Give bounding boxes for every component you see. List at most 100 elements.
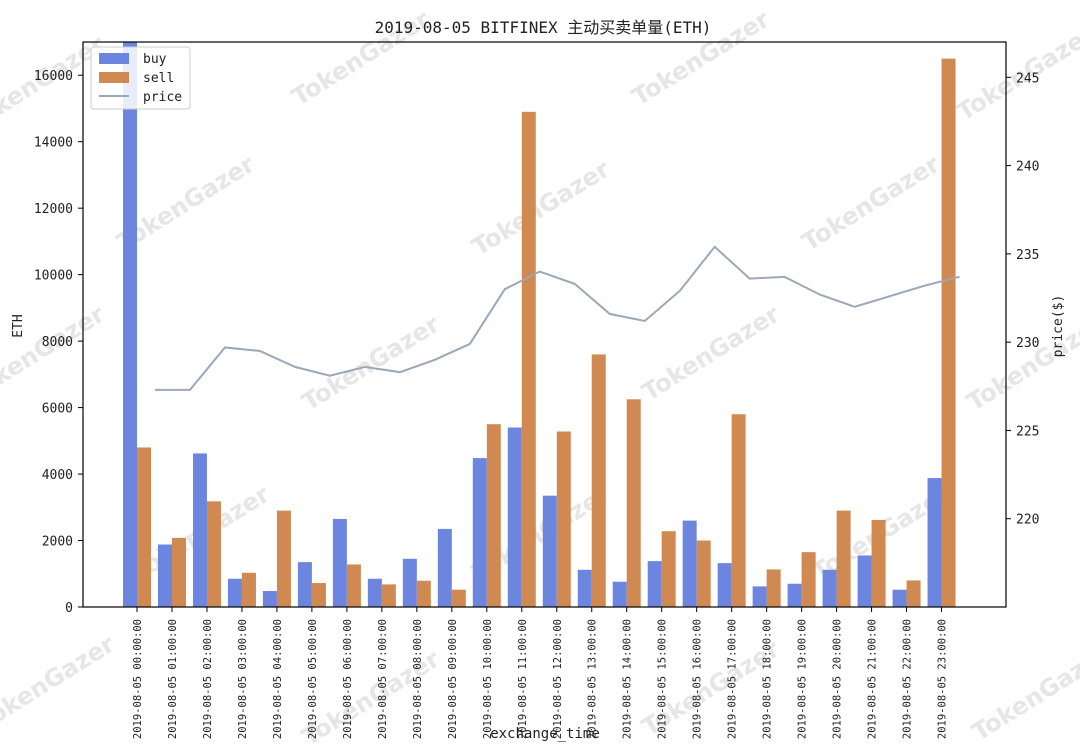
chart-title: 2019-08-05 BITFINEX 主动买卖单量(ETH): [375, 18, 712, 37]
sell-bar: [556, 431, 571, 607]
buy-bar: [507, 427, 522, 607]
sell-bar: [521, 111, 536, 607]
watermark-text: TokenGazer: [467, 155, 615, 262]
buy-bar: [577, 569, 592, 607]
buy-bar: [647, 561, 662, 607]
x-tick-label: 2019-08-05 12:00:00: [552, 619, 564, 739]
buy-bar: [542, 495, 557, 607]
sell-bar: [381, 584, 396, 607]
sell-bar: [941, 58, 956, 607]
sell-bar: [486, 424, 501, 607]
y2-tick-label: 225: [1016, 424, 1039, 439]
buy-bar: [192, 453, 207, 607]
y2-tick-label: 240: [1016, 160, 1039, 175]
x-tick-label: 2019-08-05 01:00:00: [167, 619, 179, 739]
buy-bar: [787, 583, 802, 607]
x-tick-label: 2019-08-05 15:00:00: [657, 619, 669, 739]
sell-bar: [311, 583, 326, 607]
sell-bar: [171, 537, 186, 607]
watermark-text: TokenGazer: [797, 150, 945, 257]
sell-bar: [661, 531, 676, 607]
buy-bar: [717, 563, 732, 607]
watermark-text: TokenGazer: [967, 640, 1080, 747]
sell-bar: [137, 447, 151, 607]
x-tick-label: 2019-08-05 16:00:00: [692, 619, 704, 739]
x-tick-label: 2019-08-05 20:00:00: [832, 619, 844, 739]
buy-bar: [472, 458, 487, 607]
buy-bar: [123, 42, 137, 607]
price-line-layer: [155, 245, 960, 391]
watermark-layer: TokenGazer TokenGazer TokenGazer TokenGazer…: [0, 5, 1080, 752]
sell-bar: [871, 519, 886, 607]
right-axis: 220 225 230 235 240 245: [1006, 71, 1039, 528]
y-tick-label: 14000: [34, 136, 73, 151]
legend: buy sell price: [90, 46, 191, 110]
x-tick-label: 2019-08-05 21:00:00: [867, 619, 879, 739]
buy-bar: [612, 581, 627, 607]
buy-bar: [157, 544, 172, 607]
y-axis-label: ETH: [11, 314, 26, 337]
legend-label: sell: [143, 71, 174, 86]
buy-bar: [332, 518, 347, 607]
x-tick-label: 2019-08-05 10:00:00: [482, 619, 494, 739]
buy-bar: [227, 578, 242, 607]
watermark-text: TokenGazer: [0, 630, 120, 737]
x-tick-label: 2019-08-05 04:00:00: [272, 619, 284, 739]
sell-bar: [206, 501, 221, 607]
sell-bar: [731, 414, 746, 607]
buy-bar: [752, 586, 767, 607]
x-tick-label: 2019-08-05 03:00:00: [237, 619, 249, 739]
sell-bar: [591, 354, 606, 607]
buy-bar: [367, 578, 382, 607]
y-tick-label: 10000: [34, 269, 73, 284]
buy-bar: [437, 528, 452, 607]
y2-tick-label: 245: [1016, 71, 1039, 86]
x-tick-label: 2019-08-05 18:00:00: [762, 619, 774, 739]
x-tick-label: 2019-08-05 08:00:00: [412, 619, 424, 739]
x-tick-label: 2019-08-05 05:00:00: [307, 619, 319, 739]
buy-bar: [892, 589, 907, 607]
y2-tick-label: 220: [1016, 513, 1039, 528]
sell-bar: [696, 540, 711, 607]
y-tick-label: 6000: [42, 402, 73, 417]
x-tick-label: 2019-08-05 09:00:00: [447, 619, 459, 739]
y-tick-label: 12000: [34, 202, 73, 217]
sell-bar: [241, 572, 256, 607]
buy-bar: [682, 520, 697, 607]
x-tick-label: 2019-08-05 17:00:00: [727, 619, 739, 739]
y-tick-label: 8000: [42, 335, 73, 350]
legend-label: price: [143, 90, 182, 105]
sell-bar: [836, 510, 851, 607]
y-tick-label: 2000: [42, 535, 73, 550]
left-axis: 0 2000 4000 6000 8000 10000 12000 14000 16000: [34, 69, 83, 616]
x-tick-label: 2019-08-05 13:00:00: [587, 619, 599, 739]
x-tick-label: 2019-08-05 22:00:00: [902, 619, 914, 739]
sell-bar: [451, 589, 466, 607]
watermark-text: TokenGazer: [637, 300, 785, 407]
sell-bar: [346, 564, 361, 607]
buy-bar: [857, 555, 872, 607]
y-tick-label: 0: [65, 601, 73, 616]
buy-bar: [297, 562, 312, 607]
sell-bar: [626, 399, 641, 607]
x-tick-label: 2019-08-05 07:00:00: [377, 619, 389, 739]
y-tick-label: 4000: [42, 468, 73, 483]
y2-tick-label: 235: [1016, 248, 1039, 263]
buy-bar: [262, 591, 277, 607]
x-tick-label: 2019-08-05 23:00:00: [937, 619, 949, 739]
buy-bar: [927, 478, 942, 607]
y-tick-label: 16000: [34, 69, 73, 84]
legend-swatch: [99, 53, 129, 64]
sell-bar: [416, 580, 431, 607]
x-tick-label: 2019-08-05 00:00:00: [132, 619, 144, 739]
sell-bar: [801, 552, 816, 607]
x-tick-label: 2019-08-05 19:00:00: [797, 619, 809, 739]
sell-bar: [906, 580, 921, 607]
bars-layer: [123, 42, 956, 607]
sell-bar: [766, 569, 781, 607]
x-tick-label: 2019-08-05 02:00:00: [202, 619, 214, 739]
price-line: [155, 245, 960, 391]
buy-bar: [402, 558, 417, 607]
x-tick-label: 2019-08-05 06:00:00: [342, 619, 354, 739]
x-axis: 2019-08-05 00:00:00 2019-08-05 01:00:00 20…: [132, 607, 949, 739]
